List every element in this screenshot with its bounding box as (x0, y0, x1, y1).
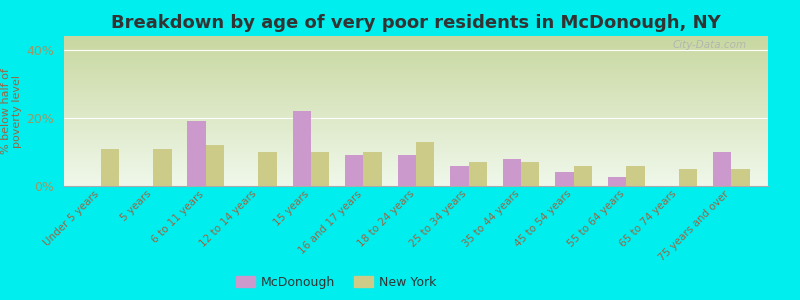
Bar (345, 155, 363, 186)
Text: 16 and 17 years: 16 and 17 years (297, 189, 363, 256)
Text: 25 to 34 years: 25 to 34 years (408, 189, 469, 250)
Bar (416, 142, 434, 186)
Text: 12 to 14 years: 12 to 14 years (198, 189, 258, 250)
Bar (555, 172, 574, 186)
Bar (293, 111, 311, 186)
Text: 35 to 44 years: 35 to 44 years (461, 189, 521, 250)
Text: 6 to 11 years: 6 to 11 years (150, 189, 206, 245)
Bar (731, 169, 750, 186)
Bar (521, 162, 539, 186)
Text: 15 years: 15 years (272, 189, 311, 228)
Y-axis label: % below half of
poverty level: % below half of poverty level (1, 68, 22, 154)
Legend: McDonough, New York: McDonough, New York (231, 271, 441, 294)
Bar (469, 162, 487, 186)
Text: 18 to 24 years: 18 to 24 years (355, 189, 416, 250)
Bar (450, 166, 469, 186)
Bar (713, 152, 731, 186)
Title: Breakdown by age of very poor residents in McDonough, NY: Breakdown by age of very poor residents … (111, 14, 721, 32)
Text: 65 to 74 years: 65 to 74 years (618, 189, 678, 250)
Text: 55 to 64 years: 55 to 64 years (566, 189, 626, 250)
Bar (206, 145, 224, 186)
Text: 5 years: 5 years (119, 189, 154, 224)
Bar (187, 121, 206, 186)
Text: City-Data.com: City-Data.com (673, 40, 747, 50)
Bar (398, 155, 416, 186)
Bar (626, 166, 645, 186)
Bar (363, 152, 382, 186)
Bar (101, 148, 119, 186)
Bar (574, 166, 592, 186)
Text: 45 to 54 years: 45 to 54 years (513, 189, 574, 250)
Bar (502, 159, 521, 186)
Bar (678, 169, 697, 186)
Text: 75 years and over: 75 years and over (658, 189, 731, 263)
Bar (154, 148, 172, 186)
Bar (608, 178, 626, 186)
Bar (311, 152, 330, 186)
Text: Under 5 years: Under 5 years (42, 189, 101, 248)
Bar (258, 152, 277, 186)
